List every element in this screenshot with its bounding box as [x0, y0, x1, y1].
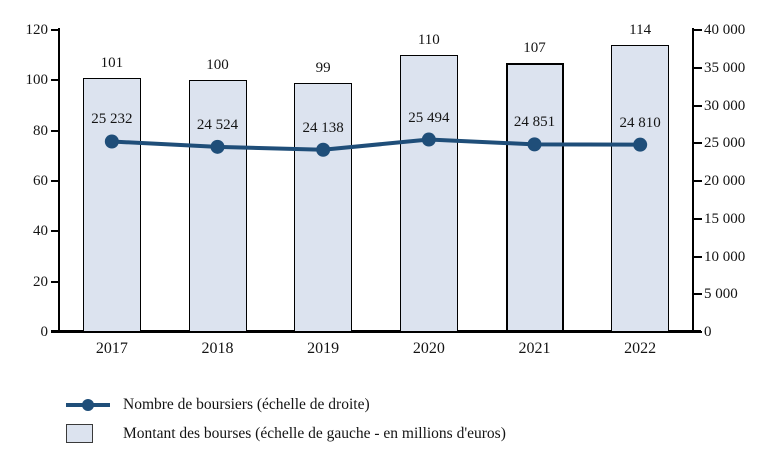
- chart-legend: Nombre de boursiers (échelle de droite) M…: [66, 394, 506, 452]
- bar-value-label: 110: [417, 32, 440, 49]
- line-point-label: 24 851: [513, 114, 556, 131]
- bar-2022: [611, 45, 670, 332]
- right-y-axis: [692, 28, 694, 333]
- line-point-label: 24 138: [302, 119, 344, 136]
- bar-2021: [505, 62, 564, 332]
- left-axis-tick-label: 60: [33, 173, 48, 189]
- category-label-2022: 2022: [624, 340, 657, 357]
- category-label-2019: 2019: [307, 340, 340, 357]
- right-axis-tick: [694, 331, 702, 333]
- left-axis-tick: [51, 331, 59, 333]
- category-label-2020: 2020: [412, 340, 445, 357]
- right-axis-tick: [694, 104, 702, 107]
- left-axis-tick: [51, 280, 59, 283]
- right-axis-tick-label: 30 000: [704, 97, 746, 114]
- left-axis-tick: [51, 29, 59, 31]
- line-point-label: 24 524: [196, 116, 239, 133]
- left-axis-tick-label: 0: [40, 324, 49, 340]
- right-axis-tick-label: 5 000: [704, 286, 738, 303]
- right-axis-tick: [694, 66, 702, 69]
- line-point-label: 25 232: [91, 111, 133, 128]
- left-axis-tick-label: 20: [33, 273, 48, 290]
- legend-item: Nombre de boursiers (échelle de droite): [66, 394, 506, 416]
- legend-dot-icon: [82, 399, 94, 411]
- right-axis-tick: [694, 293, 702, 296]
- x-axis: [51, 330, 701, 333]
- category-label-2021: 2021: [518, 340, 551, 357]
- right-axis-tick-label: 20 000: [704, 173, 746, 189]
- right-axis-tick-label: 15 000: [704, 210, 746, 227]
- bar-value-label: 101: [100, 54, 124, 71]
- legend-label: Nombre de boursiers (échelle de droite): [123, 396, 370, 413]
- legend-item: Montant des bourses (échelle de gauche -…: [66, 423, 506, 445]
- right-axis-tick-label: 40 000: [704, 22, 746, 38]
- right-axis-tick: [694, 217, 702, 220]
- right-axis-tick: [694, 255, 702, 258]
- right-axis-tick-label: 0: [704, 324, 712, 340]
- line-point-label: 25 494: [408, 109, 450, 126]
- line-point-label: 24 810: [619, 114, 661, 131]
- right-axis-tick-label: 10 000: [704, 248, 746, 265]
- right-axis-tick: [694, 29, 702, 31]
- left-axis-tick-label: 120: [25, 22, 49, 38]
- bar-2020: [399, 55, 458, 332]
- right-axis-tick: [694, 142, 702, 145]
- left-axis-tick: [51, 230, 59, 233]
- right-axis-tick-label: 25 000: [704, 135, 746, 152]
- left-axis-tick-label: 40: [33, 223, 48, 240]
- left-axis-tick: [51, 79, 59, 82]
- bar-value-label: 100: [206, 57, 229, 74]
- bar-2019: [294, 82, 353, 332]
- category-label-2018: 2018: [201, 340, 234, 357]
- bar-value-label: 114: [629, 22, 652, 39]
- right-axis-tick: [694, 180, 702, 182]
- legend-line-dot-icon: [66, 395, 110, 415]
- left-axis-tick-label: 80: [33, 122, 48, 139]
- left-axis-tick: [51, 129, 59, 132]
- legend-label: Montant des bourses (échelle de gauche -…: [123, 425, 506, 442]
- legend-box-icon: [66, 424, 110, 444]
- left-y-axis: [58, 28, 60, 333]
- bar-value-label: 107: [523, 39, 546, 56]
- bar-value-label: 99: [315, 59, 331, 76]
- left-axis-tick: [51, 180, 59, 182]
- category-label-2017: 2017: [95, 340, 128, 357]
- left-axis-tick-label: 100: [25, 72, 49, 89]
- legend-swatch: [66, 424, 93, 443]
- bar-2018: [188, 80, 247, 332]
- right-axis-tick-label: 35 000: [704, 59, 746, 76]
- bar-2017: [82, 77, 141, 332]
